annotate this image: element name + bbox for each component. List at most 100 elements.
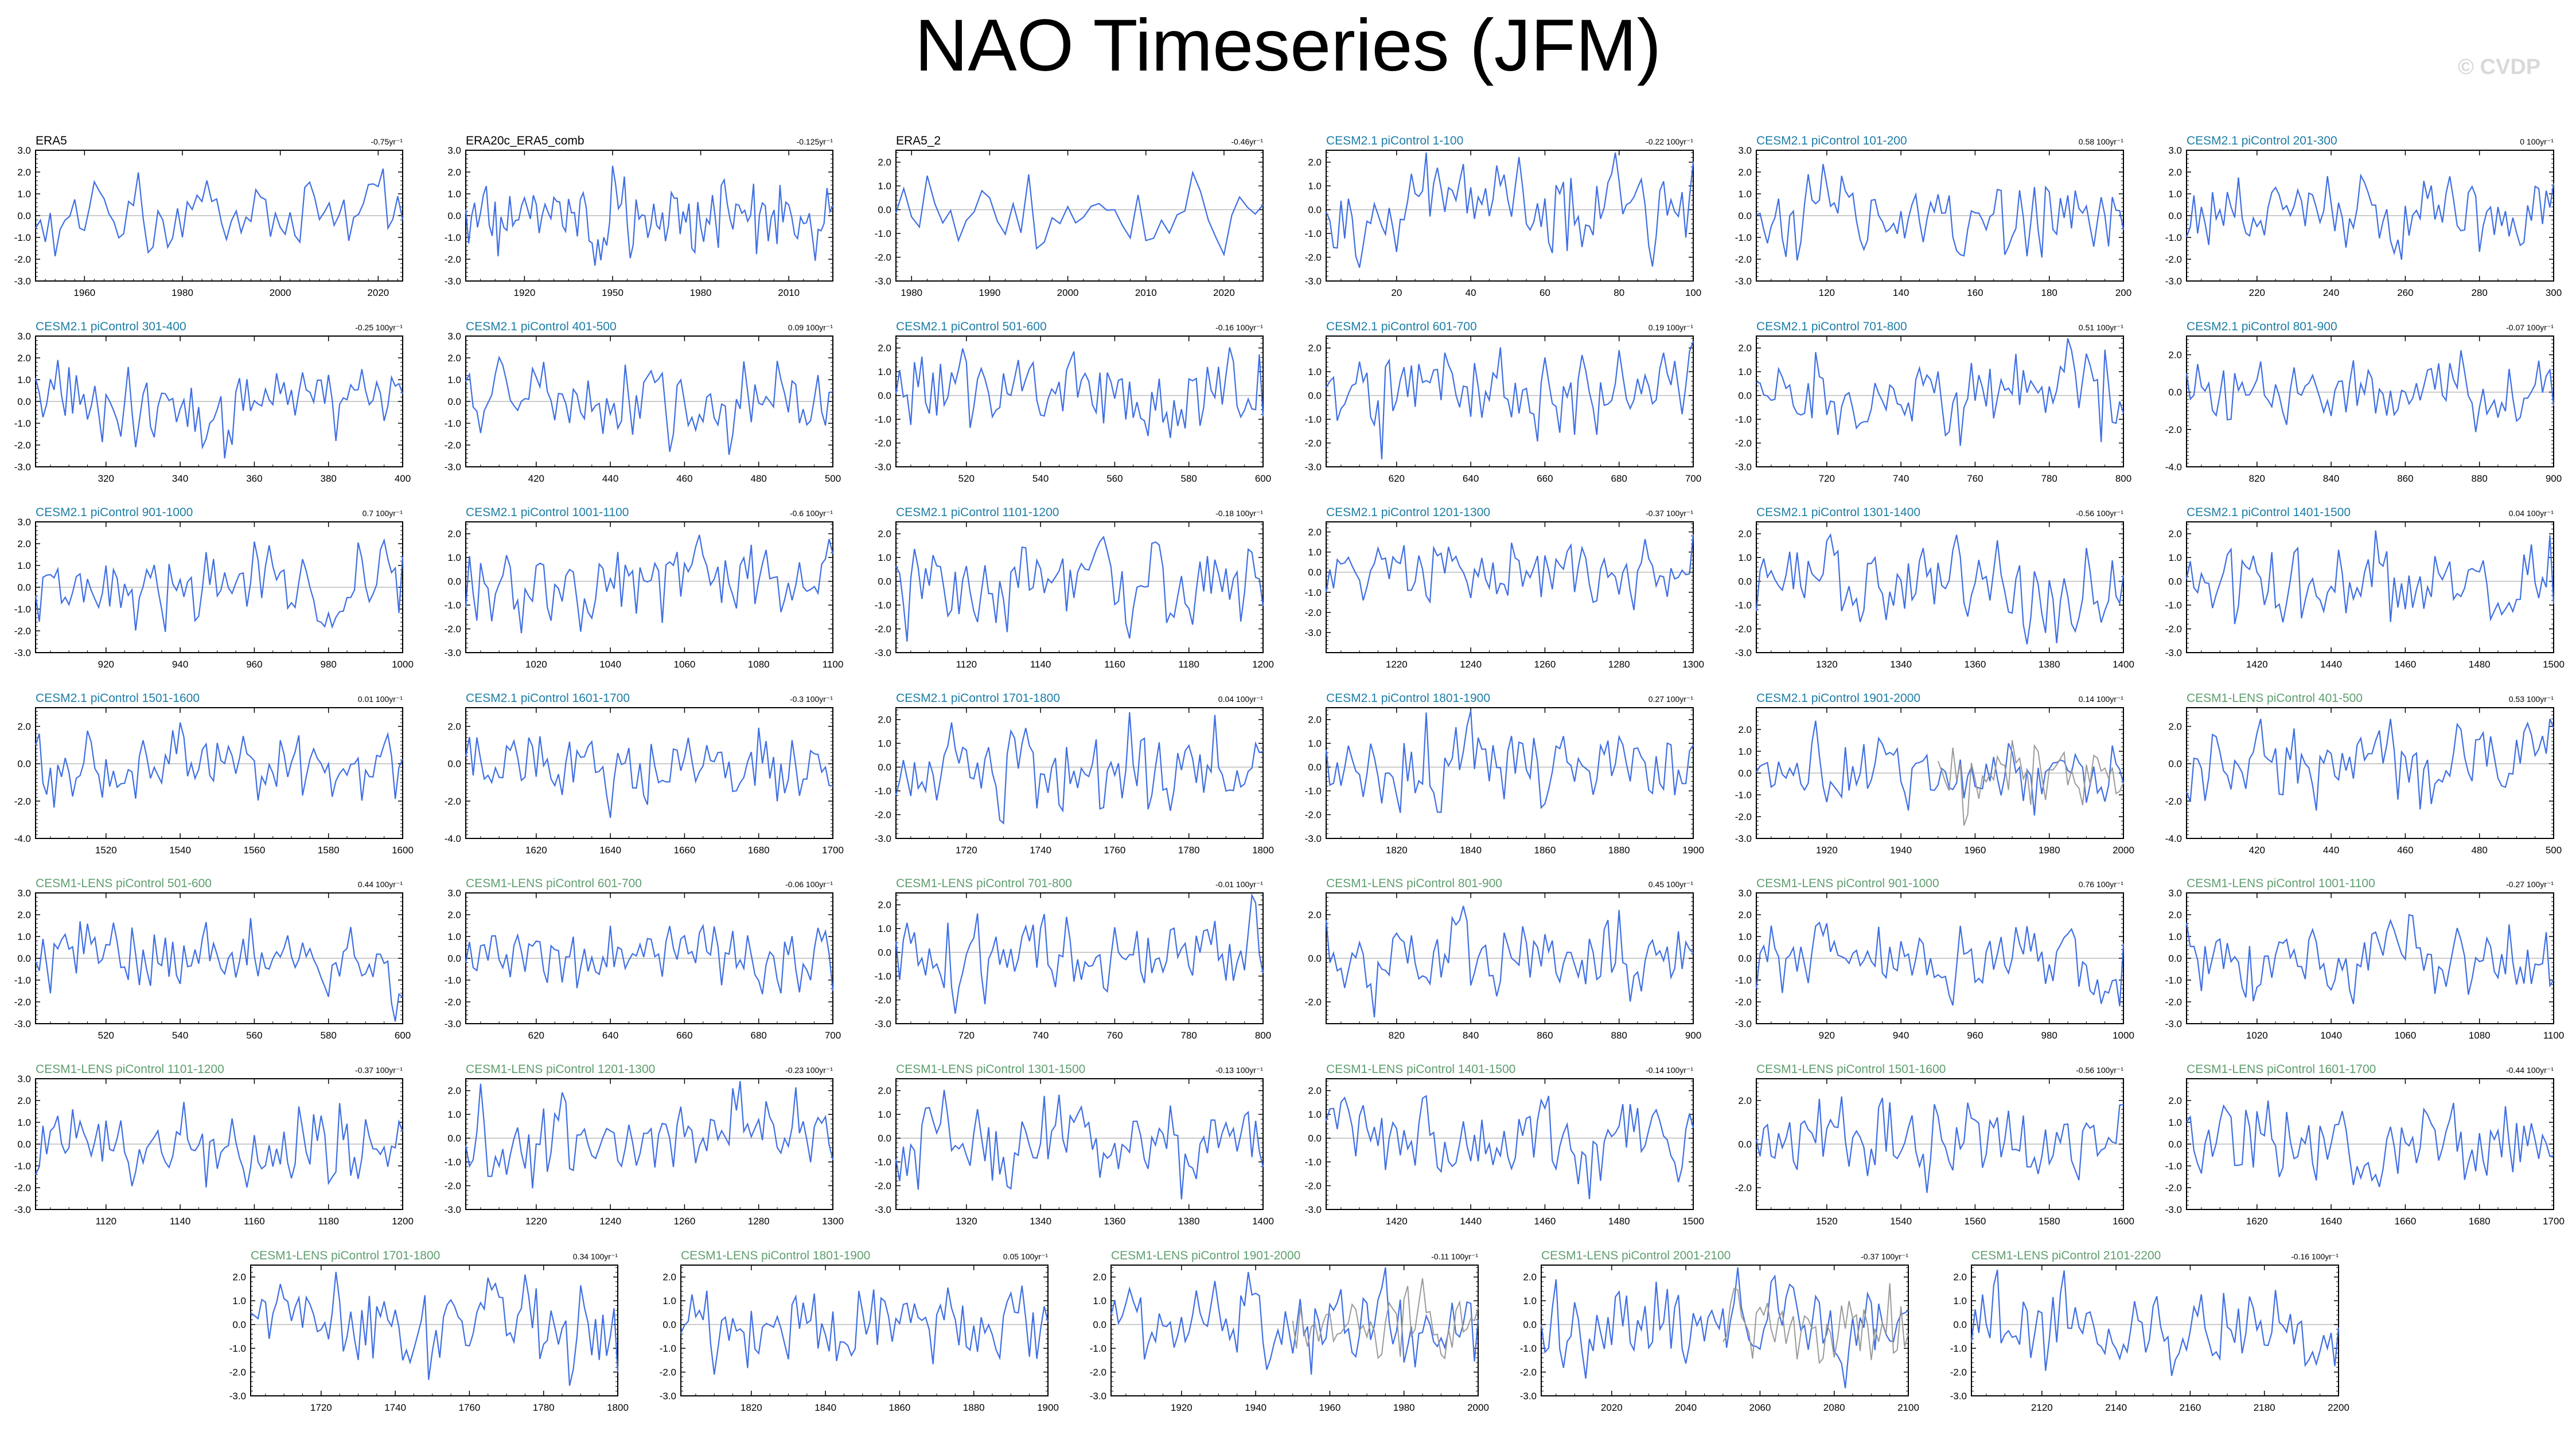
y-tick-label: -3.0 <box>1950 1391 1967 1402</box>
y-tick-label: 1.0 <box>2168 931 2182 942</box>
x-tick-label: 1160 <box>244 1216 265 1227</box>
y-tick-label: -2.0 <box>875 995 891 1006</box>
panel-title: CESM2.1 piControl 1-100 <box>1326 134 1463 147</box>
x-tick-label: 1380 <box>2039 659 2060 670</box>
x-tick-label: 320 <box>98 473 114 484</box>
chart-panel: CESM1-LENS piControl 1401-1500 -0.14 100y… <box>1305 1063 1704 1227</box>
x-tick-label: 1950 <box>602 287 623 298</box>
trend-label: -0.16 100yr⁻¹ <box>1215 323 1263 332</box>
x-tick-label: 900 <box>2546 473 2562 484</box>
x-tick-label: 60 <box>1540 287 1550 298</box>
y-tick-label: -1.0 <box>1735 975 1752 986</box>
x-tick-label: 1620 <box>2246 1216 2268 1227</box>
y-tick-label: 1.0 <box>17 1117 31 1128</box>
panel-title: CESM1-LENS piControl 1801-1900 <box>681 1249 870 1262</box>
x-tick-label: 1420 <box>1386 1216 1408 1227</box>
y-tick-label: 0.0 <box>1093 1320 1106 1330</box>
x-tick-label: 100 <box>1685 287 1701 298</box>
series-line <box>1540 1267 1909 1388</box>
y-tick-label: 2.0 <box>1308 157 1322 168</box>
x-tick-label: 620 <box>1389 473 1405 484</box>
x-tick-label: 1020 <box>2246 1030 2268 1041</box>
y-tick-label: -3.0 <box>1305 627 1322 638</box>
x-tick-label: 540 <box>1032 473 1049 484</box>
chart-panel: CESM1-LENS piControl 601-700 -0.06 100yr⁻… <box>445 877 841 1041</box>
chart-panel: CESM2.1 piControl 1001-1100 -0.6 100yr⁻¹ 2… <box>445 506 844 670</box>
y-tick-label: -1.0 <box>445 975 461 986</box>
trend-label: -0.44 100yr⁻¹ <box>2506 1066 2554 1075</box>
x-tick-label: 480 <box>2472 845 2488 856</box>
y-tick-label: -3.0 <box>229 1391 246 1402</box>
observation-overlay-line <box>1292 1278 1479 1360</box>
y-tick-label: -3.0 <box>875 462 891 473</box>
y-tick-label: -4.0 <box>2165 462 2182 473</box>
x-tick-label: 1400 <box>2113 659 2134 670</box>
y-tick-label: 2.0 <box>878 157 891 168</box>
x-tick-label: 1100 <box>2543 1030 2565 1041</box>
trend-label: -0.6 100yr⁻¹ <box>790 509 833 518</box>
y-tick-label: -1.0 <box>1950 1343 1967 1354</box>
y-tick-label: 1.0 <box>1308 738 1322 749</box>
x-tick-label: 1340 <box>1030 1216 1051 1227</box>
x-tick-label: 880 <box>1611 1030 1627 1041</box>
trend-label: 0.05 100yr⁻¹ <box>1003 1252 1049 1261</box>
y-tick-label: 2.0 <box>17 353 31 364</box>
panel-title: CESM1-LENS piControl 701-800 <box>896 877 1072 890</box>
x-tick-label: 1440 <box>2320 659 2342 670</box>
y-tick-label: 1.0 <box>2168 189 2182 200</box>
y-tick-label: 2.0 <box>447 167 461 178</box>
trend-label: -0.18 100yr⁻¹ <box>1215 509 1263 518</box>
y-tick-label: 2.0 <box>1308 1086 1322 1096</box>
series-line <box>2185 530 2555 625</box>
plot-frame <box>1110 1265 1479 1396</box>
x-tick-label: 2100 <box>1897 1402 1919 1413</box>
x-tick-label: 1000 <box>2113 1030 2134 1041</box>
y-tick-label: 1.0 <box>1308 1109 1322 1120</box>
x-tick-label: 1920 <box>1816 845 1838 856</box>
watermark: © CVDP <box>2458 55 2541 79</box>
y-tick-label: 0.0 <box>2168 210 2182 221</box>
chart-panel: CESM2.1 piControl 801-900 -0.07 100yr⁻¹ 2.… <box>2165 320 2562 484</box>
y-tick-label: 2.0 <box>1738 167 1752 178</box>
plot-frame <box>250 1265 618 1396</box>
x-tick-label: 1300 <box>1682 659 1704 670</box>
x-tick-label: 1100 <box>823 659 844 670</box>
x-tick-label: 1640 <box>599 845 621 856</box>
y-tick-label: 3.0 <box>17 517 31 528</box>
y-tick-label: 0.0 <box>878 947 891 958</box>
x-tick-label: 40 <box>1466 287 1476 298</box>
y-tick-label: -1.0 <box>14 975 31 986</box>
x-tick-label: 160 <box>1967 287 1983 298</box>
y-tick-label: 1.0 <box>1093 1295 1106 1306</box>
y-tick-label: 1.0 <box>878 552 891 563</box>
y-tick-label: -3.0 <box>14 462 31 473</box>
y-tick-label: -2.0 <box>14 254 31 265</box>
y-tick-label: 3.0 <box>447 331 461 342</box>
x-tick-label: 2120 <box>2031 1402 2053 1413</box>
x-tick-label: 1520 <box>95 845 117 856</box>
y-tick-label: -2.0 <box>1735 1183 1752 1193</box>
x-tick-label: 1720 <box>310 1402 332 1413</box>
y-tick-label: 0.0 <box>447 396 461 407</box>
chart-panel: ERA5_2 -0.46yr⁻¹ 2.0 1.0 0.0 -1.0 -2.0 -3.0 1980… <box>875 134 1264 298</box>
series-line <box>465 165 833 266</box>
x-tick-label: 1240 <box>599 1216 621 1227</box>
y-tick-label: -3.0 <box>445 462 461 473</box>
y-tick-label: 1.0 <box>878 923 891 934</box>
x-tick-label: 840 <box>2323 473 2339 484</box>
plot-frame <box>1971 1265 2339 1396</box>
chart-panel: CESM2.1 piControl 301-400 -0.25 100yr⁻¹ 3.… <box>14 320 411 484</box>
x-tick-label: 1820 <box>741 1402 762 1413</box>
series-line <box>465 534 834 634</box>
plot-frame <box>2186 707 2554 839</box>
panel-title: CESM1-LENS piControl 1201-1300 <box>466 1063 655 1076</box>
x-tick-label: 1240 <box>1460 659 1482 670</box>
y-tick-label: -2.0 <box>2165 1183 2182 1193</box>
series-line <box>34 1102 404 1188</box>
plot-frame <box>1326 150 1694 282</box>
panel-title: CESM1-LENS piControl 501-600 <box>36 877 212 890</box>
y-tick-label: -2.0 <box>445 624 461 635</box>
x-tick-label: 900 <box>1685 1030 1701 1041</box>
x-tick-label: 440 <box>602 473 618 484</box>
